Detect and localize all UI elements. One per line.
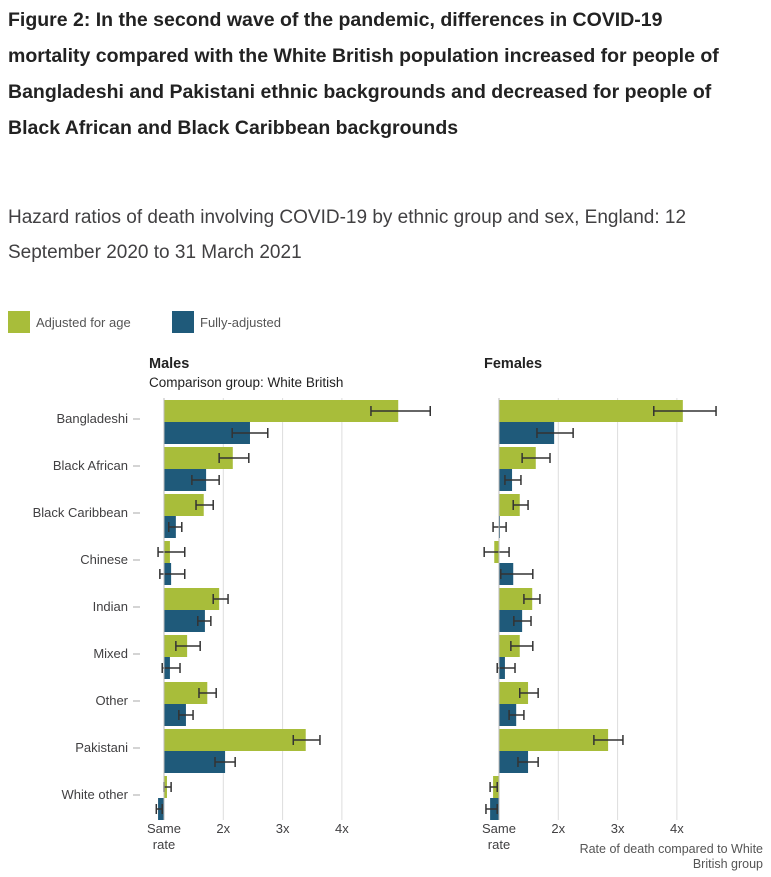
bar xyxy=(164,469,207,491)
bar xyxy=(164,682,208,704)
bar xyxy=(164,494,204,516)
category-label: Black Caribbean xyxy=(33,505,128,520)
category-label: Other xyxy=(95,693,128,708)
tick-label: 2x xyxy=(551,821,565,836)
bar xyxy=(499,610,523,632)
bar xyxy=(164,588,220,610)
panel-title: Females xyxy=(484,356,542,372)
category-label: Black African xyxy=(53,458,128,473)
x-axis-label: British group xyxy=(693,857,763,871)
legend-label: Adjusted for age xyxy=(36,315,131,330)
bar xyxy=(499,422,555,444)
bar xyxy=(499,729,609,751)
legend-label: Fully-adjusted xyxy=(200,315,281,330)
bar xyxy=(164,704,186,726)
tick-label: rate xyxy=(153,837,175,852)
bar xyxy=(499,400,683,422)
bar xyxy=(499,588,533,610)
category-label: Indian xyxy=(93,599,128,614)
bar xyxy=(499,635,520,657)
legend-swatch xyxy=(8,311,30,333)
category-label: Chinese xyxy=(80,552,128,567)
category-label: Pakistani xyxy=(75,740,128,755)
bar xyxy=(164,400,399,422)
tick-label: Same xyxy=(147,821,181,836)
panel-title: Males xyxy=(149,356,189,372)
bar xyxy=(499,751,529,773)
tick-label: rate xyxy=(488,837,510,852)
tick-label: 3x xyxy=(276,821,290,836)
chart-title: Figure 2: In the second wave of the pand… xyxy=(8,9,719,139)
bar xyxy=(499,447,536,469)
x-axis-label: Rate of death compared to White xyxy=(580,842,763,856)
bar xyxy=(499,704,517,726)
bar xyxy=(164,447,233,469)
category-label: Bangladeshi xyxy=(56,411,128,426)
bar xyxy=(164,729,306,751)
bar xyxy=(499,682,529,704)
bar xyxy=(164,751,226,773)
category-label: White other xyxy=(62,787,129,802)
panel-note: Comparison group: White British xyxy=(149,375,343,390)
bar xyxy=(499,494,520,516)
bar xyxy=(164,610,205,632)
legend-swatch xyxy=(172,311,194,333)
tick-label: 2x xyxy=(216,821,230,836)
tick-label: Same xyxy=(482,821,516,836)
chart-subtitle: Hazard ratios of death involving COVID-1… xyxy=(8,207,687,263)
tick-label: 4x xyxy=(670,821,684,836)
bar xyxy=(164,422,250,444)
tick-label: 4x xyxy=(335,821,349,836)
category-label: Mixed xyxy=(93,646,128,661)
tick-label: 3x xyxy=(611,821,625,836)
